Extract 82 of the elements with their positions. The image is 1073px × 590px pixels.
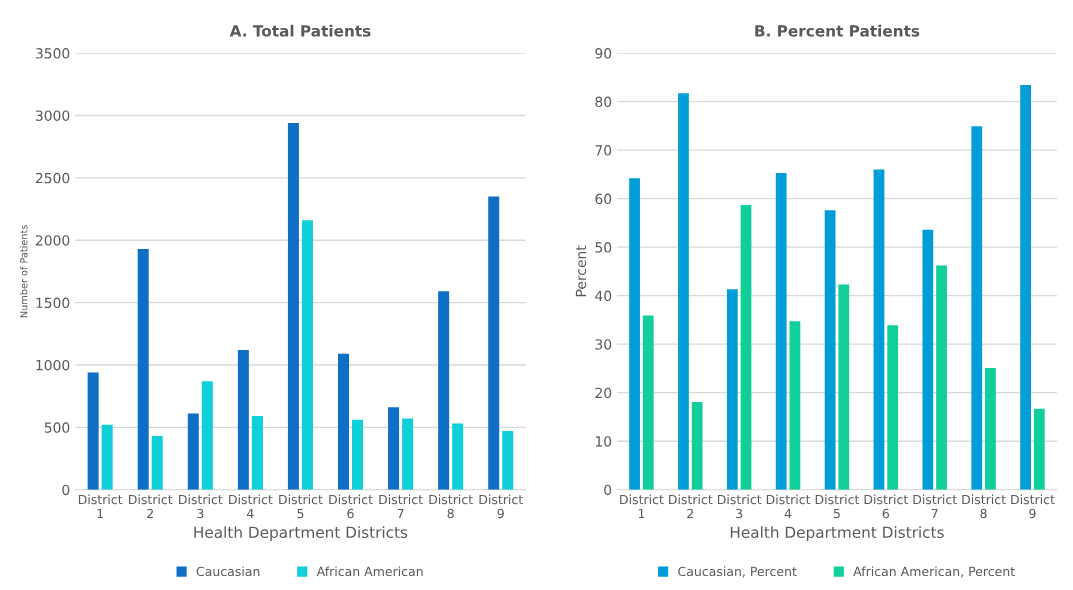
bar [388,407,400,490]
bar [678,93,689,490]
bar [287,122,299,490]
y-tick-label: 20 [595,387,612,399]
bar [402,418,414,490]
y-tick-label: 90 [595,48,612,59]
x-tick-label: District 1 [620,494,664,519]
y-tick-label: 40 [595,290,612,302]
bar [922,229,934,490]
bar [936,265,947,490]
y-tick-label: 50 [595,242,612,253]
bar [629,178,640,490]
y-axis-title: Number of Patients [19,225,28,318]
chart-title: A. Total Patients [229,24,371,37]
y-tick-label: 2000 [35,235,70,246]
y-axis-title: Percent [575,245,587,297]
bar [838,284,850,490]
bar [789,321,801,490]
bar [775,172,787,490]
bar [873,169,885,490]
bar [151,436,163,490]
bar [824,210,836,490]
legend-label: Caucasian, Percent [678,566,797,578]
x-tick-label: District 3 [717,494,762,519]
y-tick-label: 30 [595,339,612,350]
bar [201,381,213,490]
x-tick-label: District 7 [379,494,423,519]
bar [971,126,983,490]
x-tick-label: District 5 [815,494,860,519]
x-tick-label: District 6 [864,494,908,519]
bar [502,431,514,490]
y-tick-label: 60 [595,193,612,205]
bar [985,367,996,490]
y-tick-label: 80 [595,96,612,108]
bar [1033,408,1045,490]
legend-label: African American [316,566,423,577]
x-axis-title: Health Department Districts [730,526,944,541]
x-tick-label: District 3 [179,494,223,519]
x-tick-label: District 7 [913,494,957,519]
bar [691,401,703,490]
x-tick-label: District 4 [229,494,273,519]
bar [726,289,738,490]
x-tick-label: District 8 [429,494,473,519]
x-tick-label: District 6 [329,494,373,519]
y-tick-label: 10 [595,436,612,447]
x-tick-label: District 5 [279,494,323,519]
bar [352,419,364,490]
x-axis-title: Health Department Districts [194,526,408,541]
bar [452,423,464,490]
bar [187,413,199,490]
bar [87,372,99,490]
y-tick-label: 1500 [36,297,70,309]
bar [438,291,450,490]
bar [338,353,350,490]
bar [488,196,500,490]
x-tick-label: District 2 [129,494,173,519]
bar [301,220,313,490]
y-tick-label: 2500 [35,172,70,184]
y-tick-label: 1000 [36,359,70,371]
bar [887,325,899,490]
bar [137,248,149,490]
y-tick-label: 0 [604,484,612,496]
bar [101,424,113,490]
x-tick-label: District 4 [766,494,811,519]
bar [251,416,263,490]
y-tick-label: 500 [44,422,70,433]
bar [740,204,752,490]
legend-label: African American, Percent [853,566,1015,578]
x-tick-label: District 9 [479,494,523,519]
x-tick-label: District 1 [78,494,123,519]
y-tick-label: 0 [62,484,70,496]
bar [642,315,654,490]
y-tick-label: 3500 [35,48,70,59]
y-tick-label: 3000 [35,110,70,121]
x-tick-label: District 9 [1011,494,1055,519]
chart-title: B. Percent Patients [755,24,920,37]
legend-label: Caucasian [196,566,260,577]
x-tick-label: District 2 [669,494,713,519]
bar [237,349,249,490]
bar [1020,85,1031,490]
y-tick-label: 70 [595,145,612,156]
x-tick-label: District 8 [962,494,1006,519]
